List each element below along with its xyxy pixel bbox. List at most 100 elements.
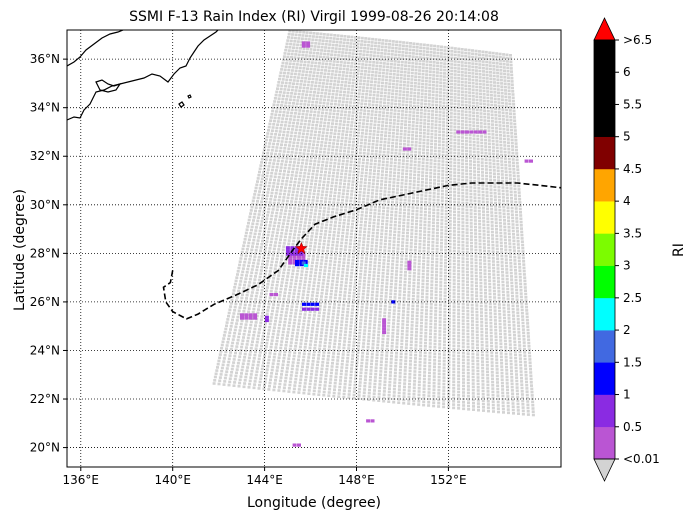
swath-pixel bbox=[385, 170, 388, 174]
swath-pixel bbox=[345, 130, 349, 133]
swath-pixel bbox=[324, 138, 328, 141]
swath-pixel bbox=[492, 149, 495, 153]
swath-pixel bbox=[337, 264, 341, 267]
swath-pixel bbox=[274, 192, 278, 195]
swath-pixel bbox=[488, 165, 492, 168]
swath-pixel bbox=[423, 214, 427, 217]
swath-pixel bbox=[280, 186, 283, 189]
swath-pixel bbox=[336, 113, 340, 116]
swath-pixel bbox=[392, 174, 396, 178]
swath-pixel bbox=[338, 123, 342, 126]
swath-pixel bbox=[345, 199, 349, 202]
swath-pixel bbox=[457, 96, 461, 100]
swath-pixel bbox=[389, 69, 393, 72]
swath-pixel bbox=[349, 130, 353, 134]
swath-pixel bbox=[288, 236, 292, 239]
swath-pixel bbox=[261, 213, 265, 217]
swath-pixel bbox=[449, 138, 453, 141]
swath-pixel bbox=[345, 232, 349, 235]
swath-pixel bbox=[421, 154, 425, 158]
swath-pixel bbox=[374, 74, 378, 77]
swath-pixel bbox=[259, 203, 263, 207]
swath-pixel bbox=[475, 98, 479, 102]
swath-pixel bbox=[362, 191, 366, 194]
swath-pixel bbox=[497, 283, 501, 287]
swath-pixel bbox=[365, 89, 369, 93]
swath-pixel bbox=[414, 150, 418, 154]
swath-pixel bbox=[468, 81, 471, 85]
swath-pixel bbox=[343, 251, 347, 255]
swath-pixel bbox=[445, 163, 449, 167]
swath-pixel bbox=[417, 72, 421, 76]
swath-pixel bbox=[457, 204, 461, 207]
swath-pixel bbox=[301, 132, 305, 136]
swath-pixel bbox=[401, 231, 405, 234]
swath-pixel bbox=[388, 125, 392, 128]
swath-pixels bbox=[212, 30, 535, 417]
swath-pixel bbox=[321, 82, 325, 85]
swath-pixel bbox=[342, 120, 346, 123]
swath-pixel bbox=[305, 31, 309, 34]
swath-pixel bbox=[255, 245, 259, 249]
swath-pixel bbox=[296, 237, 300, 240]
swath-pixel bbox=[296, 210, 300, 214]
swath-pixel bbox=[490, 207, 494, 211]
swath-pixel bbox=[422, 56, 426, 60]
swath-pixel bbox=[496, 254, 499, 257]
swath-pixel bbox=[383, 186, 387, 190]
swath-pixel bbox=[457, 243, 461, 247]
swath-pixel bbox=[421, 76, 425, 79]
swath-pixel bbox=[465, 172, 469, 176]
swath-pixel bbox=[424, 184, 428, 188]
swath-pixel bbox=[512, 233, 515, 236]
swath-pixel bbox=[349, 127, 353, 131]
swath-pixel bbox=[495, 241, 499, 244]
swath-pixel bbox=[371, 234, 375, 238]
swath-pixel bbox=[353, 242, 357, 246]
swath-pixel bbox=[503, 228, 507, 232]
swath-pixel bbox=[396, 66, 400, 70]
swath-pixel bbox=[419, 207, 423, 210]
swath-pixel bbox=[328, 40, 332, 43]
swath-pixel bbox=[372, 61, 376, 64]
swath-pixel bbox=[392, 240, 396, 243]
swath-pixel bbox=[427, 116, 431, 119]
swath-pixel bbox=[436, 205, 440, 209]
swath-pixel bbox=[311, 149, 314, 153]
swath-pixel bbox=[356, 102, 360, 105]
swath-pixel bbox=[441, 170, 445, 173]
swath-pixel bbox=[518, 275, 522, 279]
swath-pixel bbox=[327, 72, 331, 76]
swath-pixel bbox=[328, 197, 332, 201]
swath-pixel bbox=[298, 132, 302, 135]
swath-pixel bbox=[320, 65, 324, 69]
swath-pixel bbox=[483, 259, 487, 262]
swath-pixel bbox=[363, 76, 367, 79]
swath-pixel bbox=[476, 124, 480, 128]
swath-pixel bbox=[287, 68, 291, 72]
swath-pixel bbox=[407, 64, 411, 68]
swath-pixel bbox=[347, 219, 351, 222]
swath-pixel bbox=[403, 277, 407, 281]
swath-pixel bbox=[424, 207, 427, 211]
swath-pixel bbox=[317, 45, 321, 49]
swath-pixel bbox=[283, 71, 286, 75]
swath-pixel bbox=[410, 225, 414, 229]
swath-pixel bbox=[407, 287, 411, 291]
swath-pixel bbox=[303, 221, 307, 224]
swath-pixel bbox=[359, 273, 363, 276]
swath-pixel bbox=[436, 64, 440, 68]
swath-pixel bbox=[430, 273, 434, 277]
swath-pixel bbox=[501, 274, 505, 277]
swath-pixel bbox=[380, 232, 384, 236]
swath-pixel bbox=[429, 155, 433, 159]
swath-pixel bbox=[423, 233, 427, 237]
swath-pixel bbox=[321, 157, 325, 161]
swath-pixel bbox=[509, 258, 513, 262]
swath-pixel bbox=[303, 168, 307, 172]
swath-pixel bbox=[426, 142, 430, 145]
swath-pixel bbox=[251, 222, 255, 225]
swath-pixel bbox=[397, 103, 401, 106]
swath-pixel bbox=[387, 52, 391, 56]
swath-pixel bbox=[281, 133, 285, 137]
